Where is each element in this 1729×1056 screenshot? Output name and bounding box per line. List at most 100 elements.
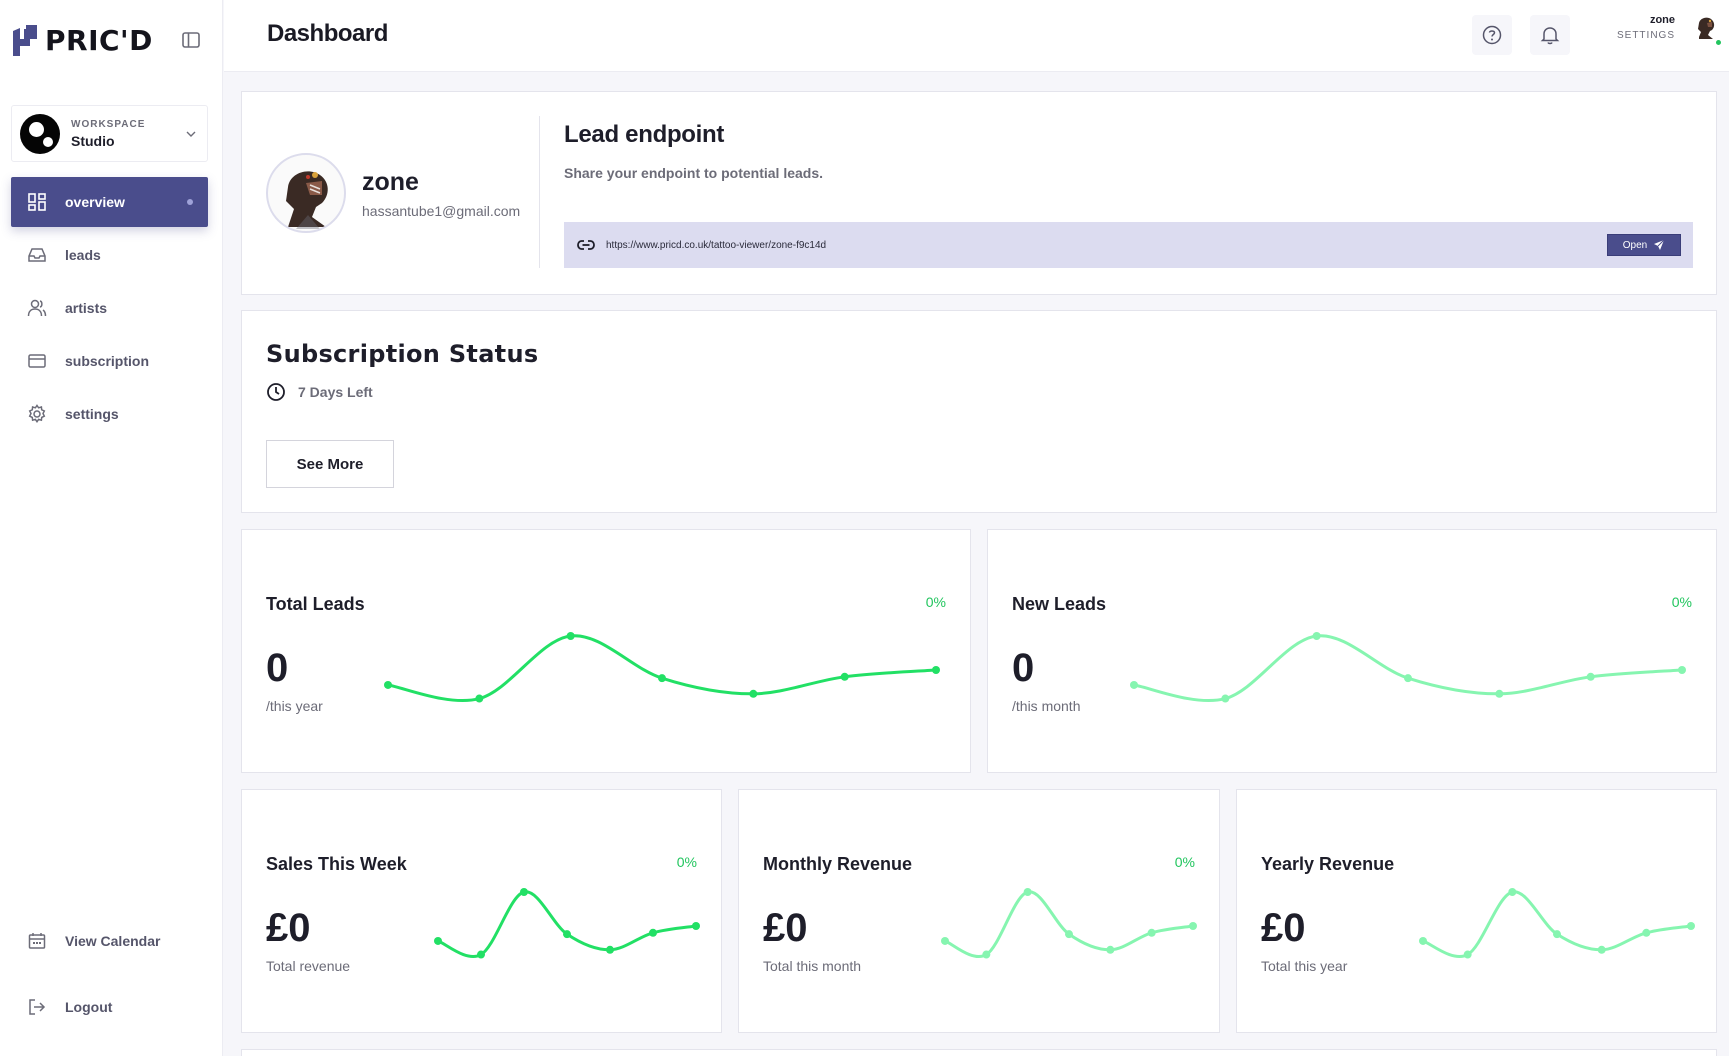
clock-icon <box>267 383 285 401</box>
sparkline-point-6 <box>692 922 700 930</box>
sparkline-point-1 <box>1463 950 1472 959</box>
logout-label: Logout <box>65 999 113 1015</box>
stat-percent: 0% <box>1174 854 1195 870</box>
send-icon <box>1654 239 1665 250</box>
sidebar-item-label: leads <box>65 247 101 263</box>
stat-percent: 0% <box>1671 594 1692 610</box>
inbox-icon <box>27 245 47 265</box>
stat-percent: 0% <box>676 854 697 870</box>
sparkline-point-2 <box>1508 888 1517 896</box>
endpoint-url-bar[interactable]: https://www.pricd.co.uk/tattoo-viewer/zo… <box>564 222 1693 268</box>
lead-endpoint-subtitle: Share your endpoint to potential leads. <box>564 165 824 181</box>
yearly-revenue-card: Yearly Revenue £0 Total this year <box>1236 789 1717 1033</box>
sparkline-point-3 <box>1404 674 1412 683</box>
sidebar-item-settings[interactable]: settings <box>11 389 208 439</box>
credit-card-icon <box>27 351 47 371</box>
days-left: 7 Days Left <box>266 382 373 402</box>
sparkline-point-5 <box>1586 672 1595 681</box>
workspace-avatar <box>20 113 60 154</box>
workspace-selector[interactable]: WORKSPACE Studio <box>11 105 208 162</box>
next-card <box>241 1049 1717 1056</box>
brand[interactable]: PRIC'D <box>11 24 153 57</box>
new-leads-sparkline <box>1130 632 1686 703</box>
view-calendar-button[interactable]: View Calendar <box>27 931 160 951</box>
stat-title: Sales This Week <box>266 854 407 874</box>
sidebar-toggle-icon[interactable] <box>180 29 202 51</box>
monthly-revenue-sparkline <box>941 888 1197 959</box>
sparkline-point-0 <box>434 936 442 945</box>
total-leads-sparkline <box>384 632 940 703</box>
stat-caption: /this year <box>266 698 323 714</box>
stat-caption: Total this year <box>1261 958 1348 974</box>
profile-name: zone <box>362 168 419 196</box>
monthly-revenue-card: Monthly Revenue 0% £0 Total this month <box>738 789 1220 1033</box>
users-icon <box>27 298 47 318</box>
page-title: Dashboard <box>267 20 388 47</box>
stat-title: Total Leads <box>266 594 365 614</box>
sparkline-point-5 <box>649 928 657 937</box>
sidebar-item-label: settings <box>65 406 119 422</box>
sales-week-card: Sales This Week 0% £0 Total revenue <box>241 789 722 1033</box>
sidebar-item-overview[interactable]: overview <box>11 177 208 227</box>
top-header: Dashboard zone SETTINGS <box>224 0 1729 72</box>
sparkline-point-1 <box>982 950 991 959</box>
sparkline-point-4 <box>606 945 614 954</box>
stat-value: 0 <box>266 646 289 690</box>
open-endpoint-button[interactable]: Open <box>1607 234 1681 256</box>
sparkline-path <box>387 634 937 702</box>
notifications-button[interactable] <box>1530 15 1570 55</box>
sparkline-point-1 <box>477 950 485 959</box>
logout-button[interactable]: Logout <box>27 997 112 1017</box>
see-more-button[interactable]: See More <box>266 440 394 488</box>
sparkline-point-0 <box>384 680 392 689</box>
sparkline-point-5 <box>1642 928 1651 937</box>
sparkline-point-3 <box>563 930 571 939</box>
logout-icon <box>27 997 47 1017</box>
user-avatar-icon <box>1698 17 1715 39</box>
help-button[interactable] <box>1472 15 1512 55</box>
sparkline-point-0 <box>941 936 949 945</box>
sidebar-item-subscription[interactable]: subscription <box>11 336 208 386</box>
subscription-card: Subscription Status 7 Days Left See More <box>241 310 1717 513</box>
yearly-revenue-sparkline <box>1419 888 1695 959</box>
user-name: zone <box>1649 14 1675 26</box>
pricd-logo-icon <box>13 25 37 56</box>
sidebar-item-label: overview <box>65 194 125 210</box>
sidebar-nav: overview leads artists subscription s <box>11 177 208 442</box>
days-left-label: 7 Days Left <box>298 384 373 400</box>
profile-avatar <box>266 153 346 233</box>
stat-title: New Leads <box>1012 594 1107 614</box>
sparkline-point-4 <box>1106 945 1115 954</box>
view-calendar-label: View Calendar <box>65 933 161 949</box>
sparkline-point-2 <box>1023 888 1032 896</box>
link-icon <box>577 240 595 250</box>
sparkline-point-2 <box>1312 632 1321 640</box>
stat-caption: /this month <box>1012 698 1081 714</box>
sparkline-point-3 <box>1553 930 1561 939</box>
sparkline-path <box>944 890 1194 958</box>
endpoint-url[interactable]: https://www.pricd.co.uk/tattoo-viewer/zo… <box>606 239 827 251</box>
calendar-icon <box>27 931 47 951</box>
sparkline-point-4 <box>749 689 758 698</box>
chevron-down-icon <box>186 131 196 137</box>
sparkline-point-5 <box>1147 928 1156 937</box>
sparkline-point-6 <box>1678 666 1686 674</box>
stat-value: 0 <box>1012 646 1035 690</box>
sidebar: PRIC'D WORKSPACE Studio overview leads <box>0 0 223 1056</box>
subscription-title: Subscription Status <box>266 340 539 368</box>
sidebar-item-leads[interactable]: leads <box>11 230 208 280</box>
sparkline-point-6 <box>1189 922 1197 930</box>
grid-icon <box>27 192 47 212</box>
sidebar-item-label: subscription <box>65 353 150 369</box>
profile-endpoint-card: zone hassantube1@gmail.com Lead endpoint… <box>241 91 1717 295</box>
stat-value: £0 <box>763 906 808 950</box>
sales-week-sparkline <box>434 888 700 959</box>
workspace-label: WORKSPACE <box>71 118 146 130</box>
user-menu[interactable]: zone SETTINGS <box>1617 14 1723 47</box>
help-icon <box>1482 25 1502 45</box>
sparkline-point-4 <box>1597 945 1606 954</box>
sparkline-point-4 <box>1495 689 1504 698</box>
sparkline-point-6 <box>932 666 940 674</box>
sidebar-item-artists[interactable]: artists <box>11 283 208 333</box>
stat-value: £0 <box>266 906 311 950</box>
